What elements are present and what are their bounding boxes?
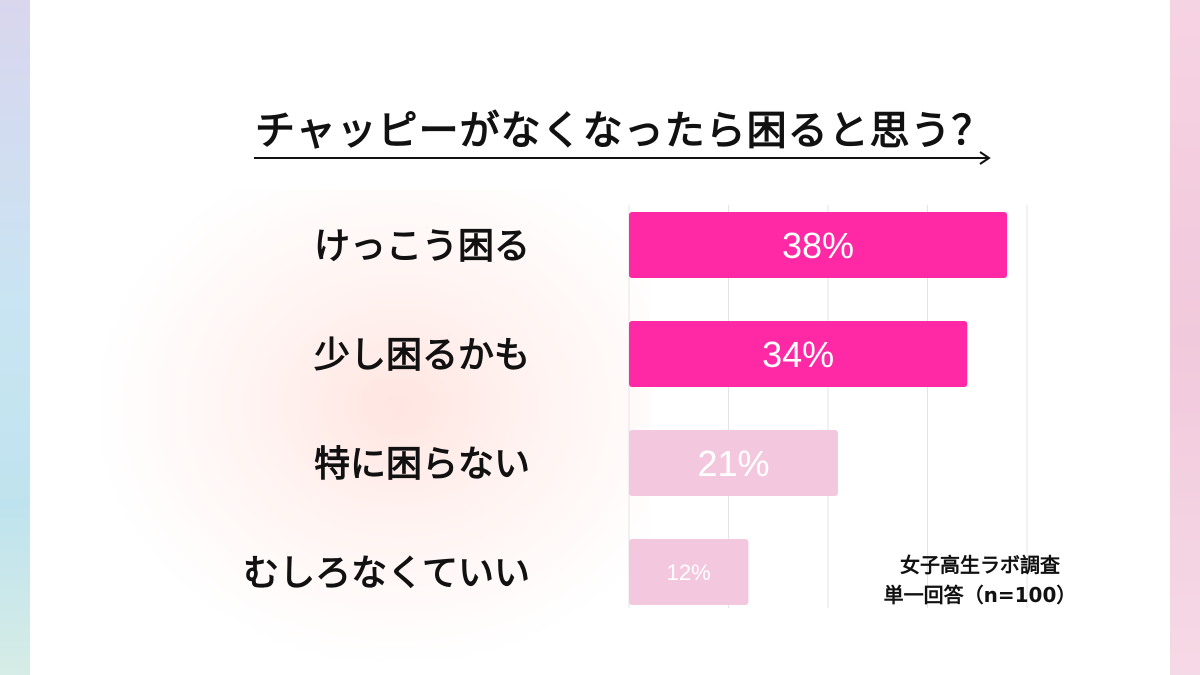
source-note: 女子高生ラボ調査 単一回答（n=100） [860,550,1100,610]
category-label: むしろなくていい [243,553,530,594]
value-label: 21% [697,443,769,484]
bar [629,430,838,496]
bar [629,321,968,387]
left-edge-decoration [0,0,30,675]
category-label: けっこう困る [314,226,530,267]
value-label: 34% [762,334,834,375]
bar [629,539,749,605]
background-glow [90,190,650,670]
source-line-1: 女子高生ラボ調査 [900,553,1060,577]
value-label: 12% [667,560,711,585]
right-edge-decoration [1170,0,1200,675]
category-label: 少し困るかも [314,335,530,376]
title-underline-arrow [254,151,991,165]
chart-title: チャッピーがなくなったら困ると思う？ [255,108,993,154]
source-line-2: 単一回答（n=100） [883,583,1077,607]
bar [629,212,1008,278]
value-label: 38% [782,225,854,266]
category-label: 特に困らない [314,444,530,485]
